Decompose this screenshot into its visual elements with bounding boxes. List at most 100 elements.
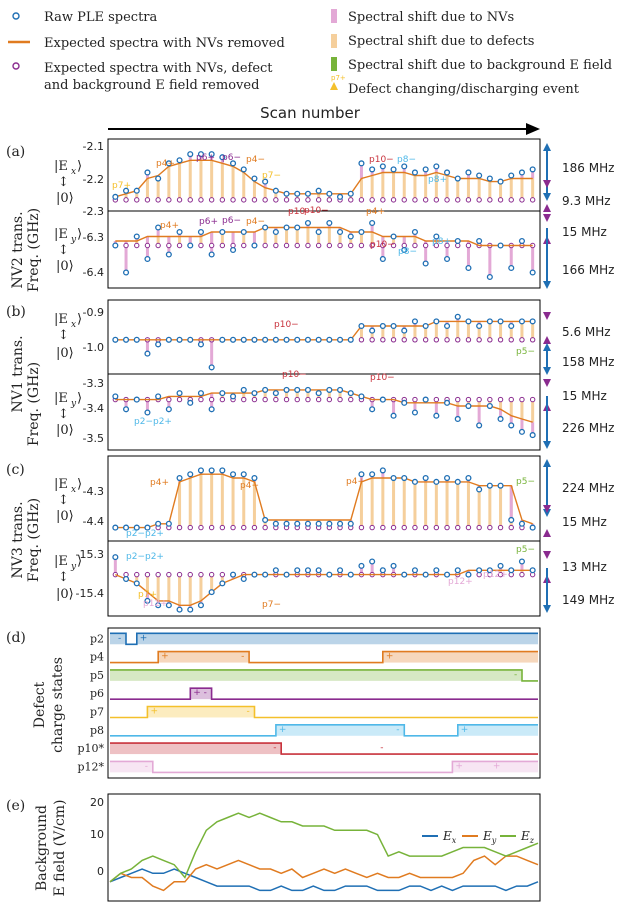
event-label: p10−: [304, 206, 329, 216]
raw-data-point: [165, 406, 172, 413]
shift-defect-bar: [178, 163, 182, 200]
panel-e-label: (e): [6, 798, 25, 814]
raw-data-point: [518, 558, 525, 565]
all-removed-point: [208, 524, 215, 531]
raw-data-point: [465, 264, 472, 272]
raw-data-point: [112, 393, 119, 400]
panel-a-tick-5: -6.4: [83, 266, 104, 279]
all-removed-point: [241, 524, 247, 531]
all-removed-point: [294, 396, 300, 403]
raw-data-point: [251, 175, 258, 182]
all-removed-point: [476, 396, 482, 403]
raw-data-point: [497, 415, 504, 423]
panel-b-tick-4: -3.4: [83, 402, 104, 415]
raw-data-point: [358, 228, 365, 236]
raw-data-point: [230, 471, 237, 478]
shift-defect-bar: [499, 399, 503, 410]
raw-data-point: [208, 251, 215, 258]
raw-data-point: [411, 318, 419, 325]
panel-c-tick-3: -15.3: [76, 548, 104, 561]
raw-data-point: [176, 228, 183, 236]
shift-nv-bar: [167, 396, 171, 410]
all-removed-point: [519, 197, 525, 203]
panel-c-state-labels: |E x ⟩ ↕ |0⟩ |E y ⟩ ↕ |0⟩: [54, 477, 82, 602]
panel-a: (a) NV2 trans. Freq. (GHz) -2.1 -2.2 -2.…: [6, 138, 614, 292]
shift-defect-bar: [167, 166, 171, 200]
raw-data-point: [294, 386, 301, 393]
all-removed-point: [337, 242, 343, 249]
all-removed-point: [305, 396, 311, 403]
all-removed-point: [166, 197, 172, 203]
raw-data-point: [123, 575, 130, 583]
legend-all-removed-label-2: and background E field removed: [44, 78, 259, 93]
charge-state-fill: [457, 724, 538, 736]
raw-data-point: [326, 386, 333, 393]
panel-d-plot: p2- +p4 + - +p5 -p6 + -p7 + -p8 + - +p10* - -p12* - + +: [77, 632, 538, 773]
shift-nv-bar: [370, 223, 374, 232]
charge-state-line: [110, 687, 538, 700]
raw-data-point: [529, 166, 536, 173]
raw-data-point: [454, 478, 461, 485]
raw-data-point: [369, 219, 376, 227]
shift-defect-bar: [499, 181, 503, 200]
panel-c-ex-sub: x: [71, 485, 76, 495]
raw-data-point: [508, 567, 515, 574]
panel-a-arrow-1: ↕: [58, 175, 69, 190]
raw-data-point: [508, 264, 515, 272]
raw-data-point: [336, 228, 344, 236]
panel-b-top-frame: [107, 299, 541, 375]
raw-data-point: [529, 318, 536, 325]
panel-d: (d) Defect charge states p2- +p4 + - +p5 -p6 +…: [6, 627, 541, 779]
event-label: p4+: [156, 159, 175, 169]
raw-data-point: [304, 520, 312, 527]
shift-defect-bar: [274, 227, 278, 246]
event-label: p4−: [240, 481, 259, 491]
all-removed-point: [315, 242, 322, 249]
all-removed-point: [176, 396, 183, 403]
raw-data-point: [208, 364, 215, 371]
raw-data-point: [422, 322, 429, 330]
shift-defect-bar: [220, 163, 224, 200]
shift-defect-bar: [295, 227, 299, 246]
event-label: p2−p2+: [134, 417, 172, 427]
charge-state-fill: [136, 633, 538, 645]
panel-c-range-4-label: 149 MHz: [562, 593, 614, 607]
all-removed-point: [123, 197, 129, 203]
all-removed-point: [487, 524, 493, 531]
all-removed-point: [219, 571, 226, 578]
panel-b-tick-1: -0.9: [83, 306, 104, 319]
raw-data-point: [529, 567, 536, 574]
shift-defect-bar: [359, 232, 363, 246]
all-removed-point: [455, 396, 461, 403]
raw-data-point: [208, 467, 215, 474]
all-removed-point: [315, 396, 322, 403]
all-removed-point: [433, 396, 440, 403]
charge-sign: -: [514, 670, 517, 680]
all-removed-point: [337, 396, 343, 403]
raw-data-point: [219, 154, 226, 161]
raw-data-point: [433, 567, 440, 574]
raw-data-point: [497, 562, 504, 569]
raw-data-point: [155, 602, 162, 609]
raw-data-point: [123, 524, 130, 531]
charge-sign: +: [161, 652, 169, 662]
shift-defect-bar: [520, 399, 524, 419]
panel-a-ex-sub: x: [71, 167, 76, 177]
panel-d-label: (d): [6, 630, 26, 646]
raw-data-point: [315, 390, 322, 397]
all-removed-point: [487, 396, 493, 403]
charge-sign: +: [193, 688, 201, 698]
panel-b-range-1-label: 5.6 MHz: [562, 325, 611, 339]
raw-data-point: [165, 160, 172, 167]
raw-data-point: [336, 520, 344, 527]
all-removed-point: [433, 242, 440, 249]
panel-b-freq-label: Freq. (GHz): [26, 362, 42, 446]
all-removed-point: [497, 197, 504, 203]
raw-data-point: [304, 386, 312, 393]
panel-a-tick-2: -2.2: [83, 173, 104, 186]
shift-defect-bar: [231, 166, 235, 200]
shift-nv-bar: [252, 232, 256, 246]
shift-defect-bar: [531, 178, 535, 200]
all-removed-point: [155, 242, 161, 249]
